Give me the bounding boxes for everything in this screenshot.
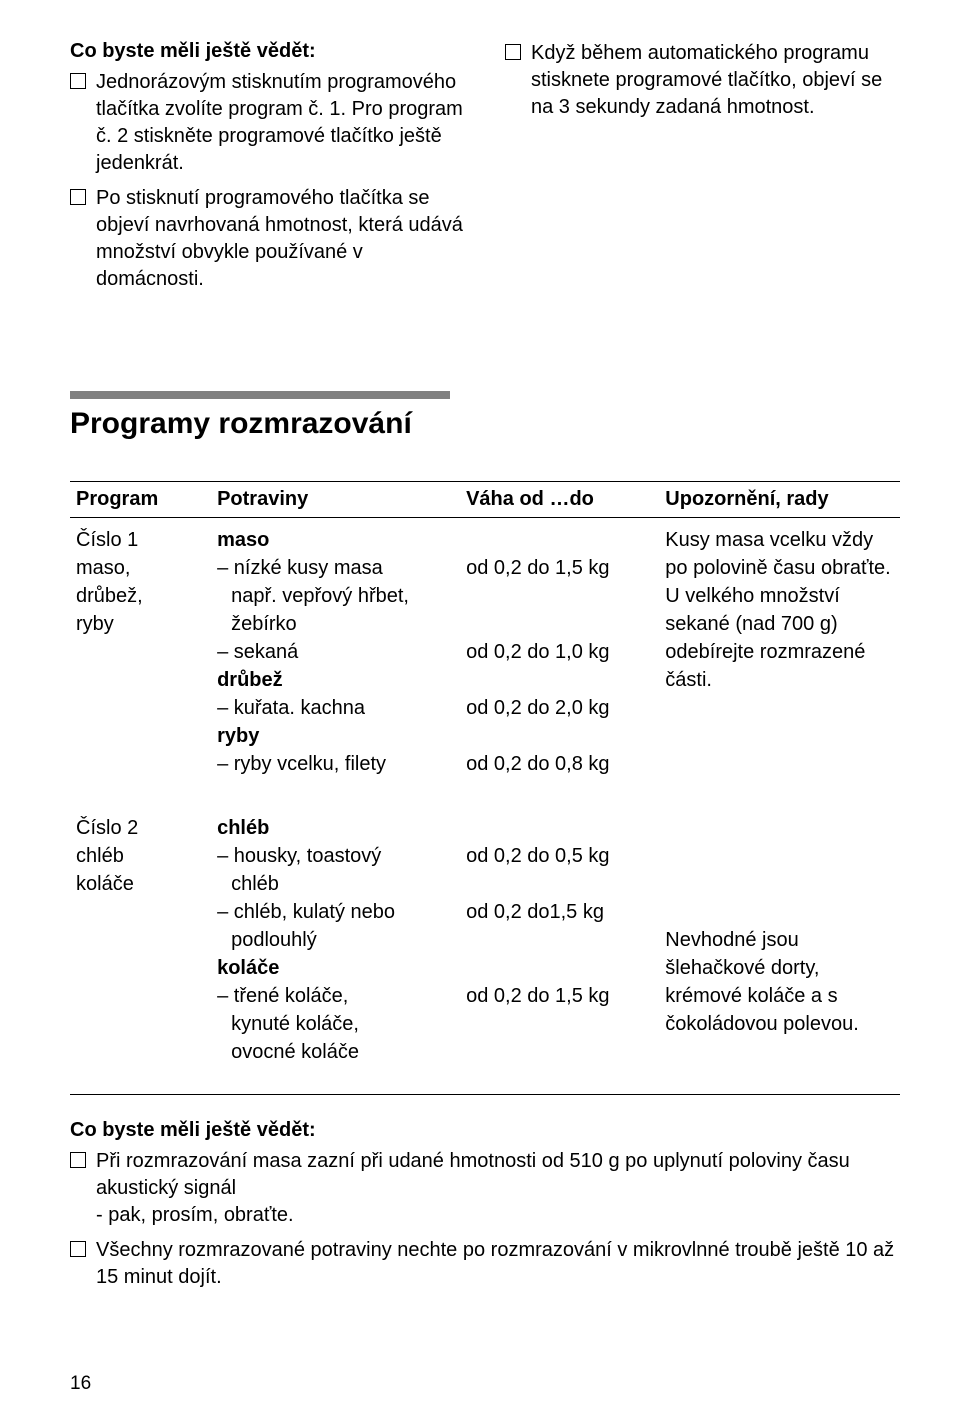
food-line: podlouhlý bbox=[217, 929, 317, 951]
cell-food: maso – nízké kusy masa např. vepřový hřb… bbox=[211, 518, 460, 807]
food-line: – housky, toastový bbox=[217, 845, 381, 867]
note-text: Nevhodné jsou šlehačkové dorty, krémové … bbox=[665, 929, 858, 1035]
bullet-line: - pak, prosím, obraťte. bbox=[96, 1204, 294, 1226]
weight-line: od 0,2 do 1,5 kg bbox=[466, 985, 609, 1007]
table-row: Číslo 1 maso, drůbež, ryby maso – nízké … bbox=[70, 518, 900, 807]
food-line: – ryby vcelku, filety bbox=[217, 753, 386, 775]
program-num: Číslo 2 bbox=[76, 817, 138, 839]
food-heading: koláče bbox=[217, 957, 279, 979]
food-line: – chléb, kulatý nebo bbox=[217, 901, 395, 923]
top-left-heading: Co byste měli ještě vědět: bbox=[70, 40, 465, 63]
bullet-item: Při rozmrazování masa zazní při udané hm… bbox=[70, 1148, 900, 1229]
program-line: maso, bbox=[76, 557, 130, 579]
top-left-column: Co byste měli ještě vědět: Jednorázovým … bbox=[70, 40, 465, 301]
th-weight: Váha od …do bbox=[460, 482, 659, 518]
bullet-text: Když během automatického programu stiskn… bbox=[531, 40, 900, 121]
bullet-line: Při rozmrazování masa zazní při udané hm… bbox=[96, 1150, 850, 1199]
bullet-text: Při rozmrazování masa zazní při udané hm… bbox=[96, 1148, 900, 1229]
weight-line: od 0,2 do1,5 kg bbox=[466, 901, 604, 923]
square-bullet-icon bbox=[70, 189, 86, 205]
cell-notes: Nevhodné jsou šlehačkové dorty, krémové … bbox=[659, 806, 900, 1095]
page: Co byste měli ještě vědět: Jednorázovým … bbox=[0, 0, 960, 1417]
square-bullet-icon bbox=[70, 73, 86, 89]
food-heading: chléb bbox=[217, 817, 269, 839]
weight-line: od 0,2 do 1,5 kg bbox=[466, 557, 609, 579]
bullet-item: Jednorázovým stisknutím programového tla… bbox=[70, 69, 465, 177]
bullet-item: Po stisknutí programového tlačítka se ob… bbox=[70, 185, 465, 293]
food-line: chléb bbox=[217, 873, 279, 895]
program-num: Číslo 1 bbox=[76, 529, 138, 551]
bullet-item: Když během automatického programu stiskn… bbox=[505, 40, 900, 121]
bullet-text: Všechny rozmrazované potraviny nechte po… bbox=[96, 1237, 900, 1291]
weight-line: od 0,2 do 2,0 kg bbox=[466, 697, 609, 719]
weight-line: od 0,2 do 0,8 kg bbox=[466, 753, 609, 775]
bullet-text: Jednorázovým stisknutím programového tla… bbox=[96, 69, 465, 177]
food-line: žebírko bbox=[217, 613, 297, 635]
page-number: 16 bbox=[70, 1373, 91, 1395]
food-line: – třené koláče, bbox=[217, 985, 348, 1007]
food-heading: ryby bbox=[217, 725, 259, 747]
program-line: koláče bbox=[76, 873, 134, 895]
food-line: – kuřata. kachna bbox=[217, 697, 365, 719]
weight-line: od 0,2 do 0,5 kg bbox=[466, 845, 609, 867]
cell-weight: od 0,2 do 1,5 kg od 0,2 do 1,0 kg od 0,2… bbox=[460, 518, 659, 807]
bullet-item: Všechny rozmrazované potraviny nechte po… bbox=[70, 1237, 900, 1291]
table-header-row: Program Potraviny Váha od …do Upozornění… bbox=[70, 482, 900, 518]
bullet-text: Po stisknutí programového tlačítka se ob… bbox=[96, 185, 465, 293]
program-line: ryby bbox=[76, 613, 114, 635]
cell-notes: Kusy masa vcelku vždy po polovině času o… bbox=[659, 518, 900, 807]
food-line: např. vepřový hřbet, bbox=[217, 585, 409, 607]
food-heading: drůbež bbox=[217, 669, 283, 691]
food-line: – nízké kusy masa bbox=[217, 557, 383, 579]
th-food: Potraviny bbox=[211, 482, 460, 518]
food-line: – sekaná bbox=[217, 641, 298, 663]
square-bullet-icon bbox=[505, 44, 521, 60]
th-notes: Upozornění, rady bbox=[659, 482, 900, 518]
cell-program: Číslo 1 maso, drůbež, ryby bbox=[70, 518, 211, 807]
cell-program: Číslo 2 chléb koláče bbox=[70, 806, 211, 1095]
top-columns: Co byste měli ještě vědět: Jednorázovým … bbox=[70, 40, 900, 301]
top-right-column: Když během automatického programu stiskn… bbox=[505, 40, 900, 301]
food-line: kynuté koláče, bbox=[217, 1013, 359, 1035]
cell-weight: od 0,2 do 0,5 kg od 0,2 do1,5 kg od 0,2 … bbox=[460, 806, 659, 1095]
food-heading: maso bbox=[217, 529, 269, 551]
programs-table: Program Potraviny Váha od …do Upozornění… bbox=[70, 481, 900, 1095]
th-program: Program bbox=[70, 482, 211, 518]
table-row: Číslo 2 chléb koláče chléb – housky, toa… bbox=[70, 806, 900, 1095]
weight-line: od 0,2 do 1,0 kg bbox=[466, 641, 609, 663]
square-bullet-icon bbox=[70, 1241, 86, 1257]
after-heading: Co byste měli ještě vědět: bbox=[70, 1119, 900, 1142]
food-line: ovocné koláče bbox=[217, 1041, 359, 1063]
cell-food: chléb – housky, toastový chléb – chléb, … bbox=[211, 806, 460, 1095]
square-bullet-icon bbox=[70, 1152, 86, 1168]
program-line: chléb bbox=[76, 845, 124, 867]
program-line: drůbež, bbox=[76, 585, 143, 607]
section-divider bbox=[70, 391, 450, 399]
section-title: Programy rozmrazování bbox=[70, 407, 900, 441]
